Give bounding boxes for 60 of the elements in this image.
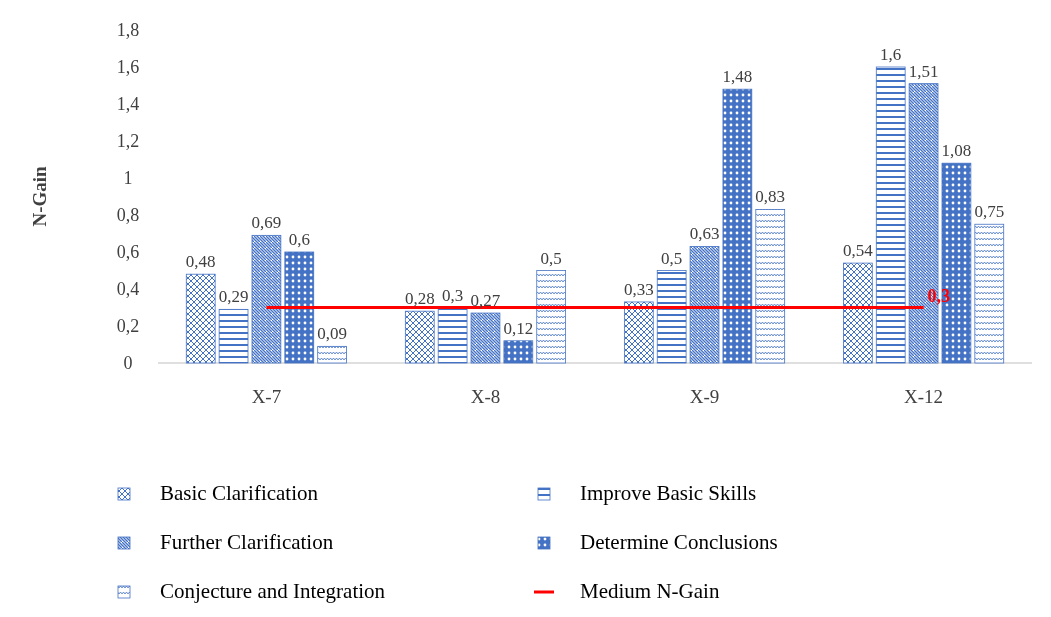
legend-label: Conjecture and Integration	[160, 579, 386, 603]
y-tick-label: 0	[123, 353, 133, 374]
bar	[722, 88, 753, 364]
bar	[974, 223, 1005, 364]
legend-label: Further Clarification	[160, 530, 334, 554]
data-label: 0,29	[218, 287, 249, 307]
x-tick-label: X-7	[251, 386, 282, 407]
data-label: 0,12	[503, 318, 534, 338]
y-tick-label: 0,4	[116, 279, 140, 300]
bar	[218, 308, 249, 364]
data-label: 0,54	[842, 241, 874, 261]
data-label: 0,09	[317, 324, 348, 344]
y-tick-label: 0,2	[116, 316, 140, 337]
bar	[843, 262, 873, 364]
bar	[875, 66, 906, 364]
bar	[689, 246, 720, 364]
data-label: 1,08	[941, 141, 972, 161]
data-label: 0,28	[404, 289, 435, 309]
x-tick-label: X-8	[470, 386, 501, 407]
legend-label: Medium N-Gain	[580, 579, 720, 603]
bar	[470, 312, 501, 364]
legend-label: Improve Basic Skills	[580, 481, 757, 505]
data-label: 0,83	[755, 187, 786, 207]
data-label: 0,48	[185, 252, 216, 272]
legend-label: Determine Conclusions	[580, 530, 778, 554]
bar	[536, 270, 567, 364]
bar	[656, 270, 687, 364]
data-label: 0,63	[689, 224, 720, 244]
data-label: 0,6	[288, 230, 310, 249]
bar	[251, 234, 282, 364]
bar	[404, 310, 435, 364]
data-label: 1,48	[722, 67, 753, 87]
data-label: 1,6	[880, 45, 902, 64]
y-tick-label: 1,2	[116, 131, 140, 152]
bar	[317, 345, 347, 364]
data-label: 0,5	[661, 248, 683, 268]
bar	[437, 307, 468, 364]
data-label: 0,27	[470, 291, 501, 311]
data-label: 1,51	[908, 61, 939, 81]
y-tick-label: 0,8	[116, 205, 140, 226]
y-axis-title: N-Gain	[29, 165, 50, 227]
data-label: 0,33	[623, 279, 654, 299]
bar	[503, 340, 534, 364]
y-tick-label: 1,8	[116, 20, 140, 41]
data-label: 0,3	[441, 285, 464, 305]
bar	[755, 209, 786, 364]
bar	[284, 251, 315, 364]
x-tick-label: X-12	[904, 386, 944, 407]
legend-label: Basic Clarification	[160, 481, 319, 505]
y-tick-label: 1,4	[116, 94, 140, 115]
bar	[185, 273, 216, 364]
y-tick-label: 1	[123, 168, 133, 189]
data-label: 0,5	[540, 248, 562, 268]
data-label: 0,3	[927, 285, 951, 306]
bar	[623, 301, 654, 364]
data-label: 0,75	[974, 202, 1005, 222]
data-label: 0,69	[251, 213, 282, 233]
x-tick-label: X-9	[689, 386, 720, 407]
y-tick-label: 0,6	[116, 242, 140, 263]
y-tick-label: 1,6	[116, 57, 140, 78]
